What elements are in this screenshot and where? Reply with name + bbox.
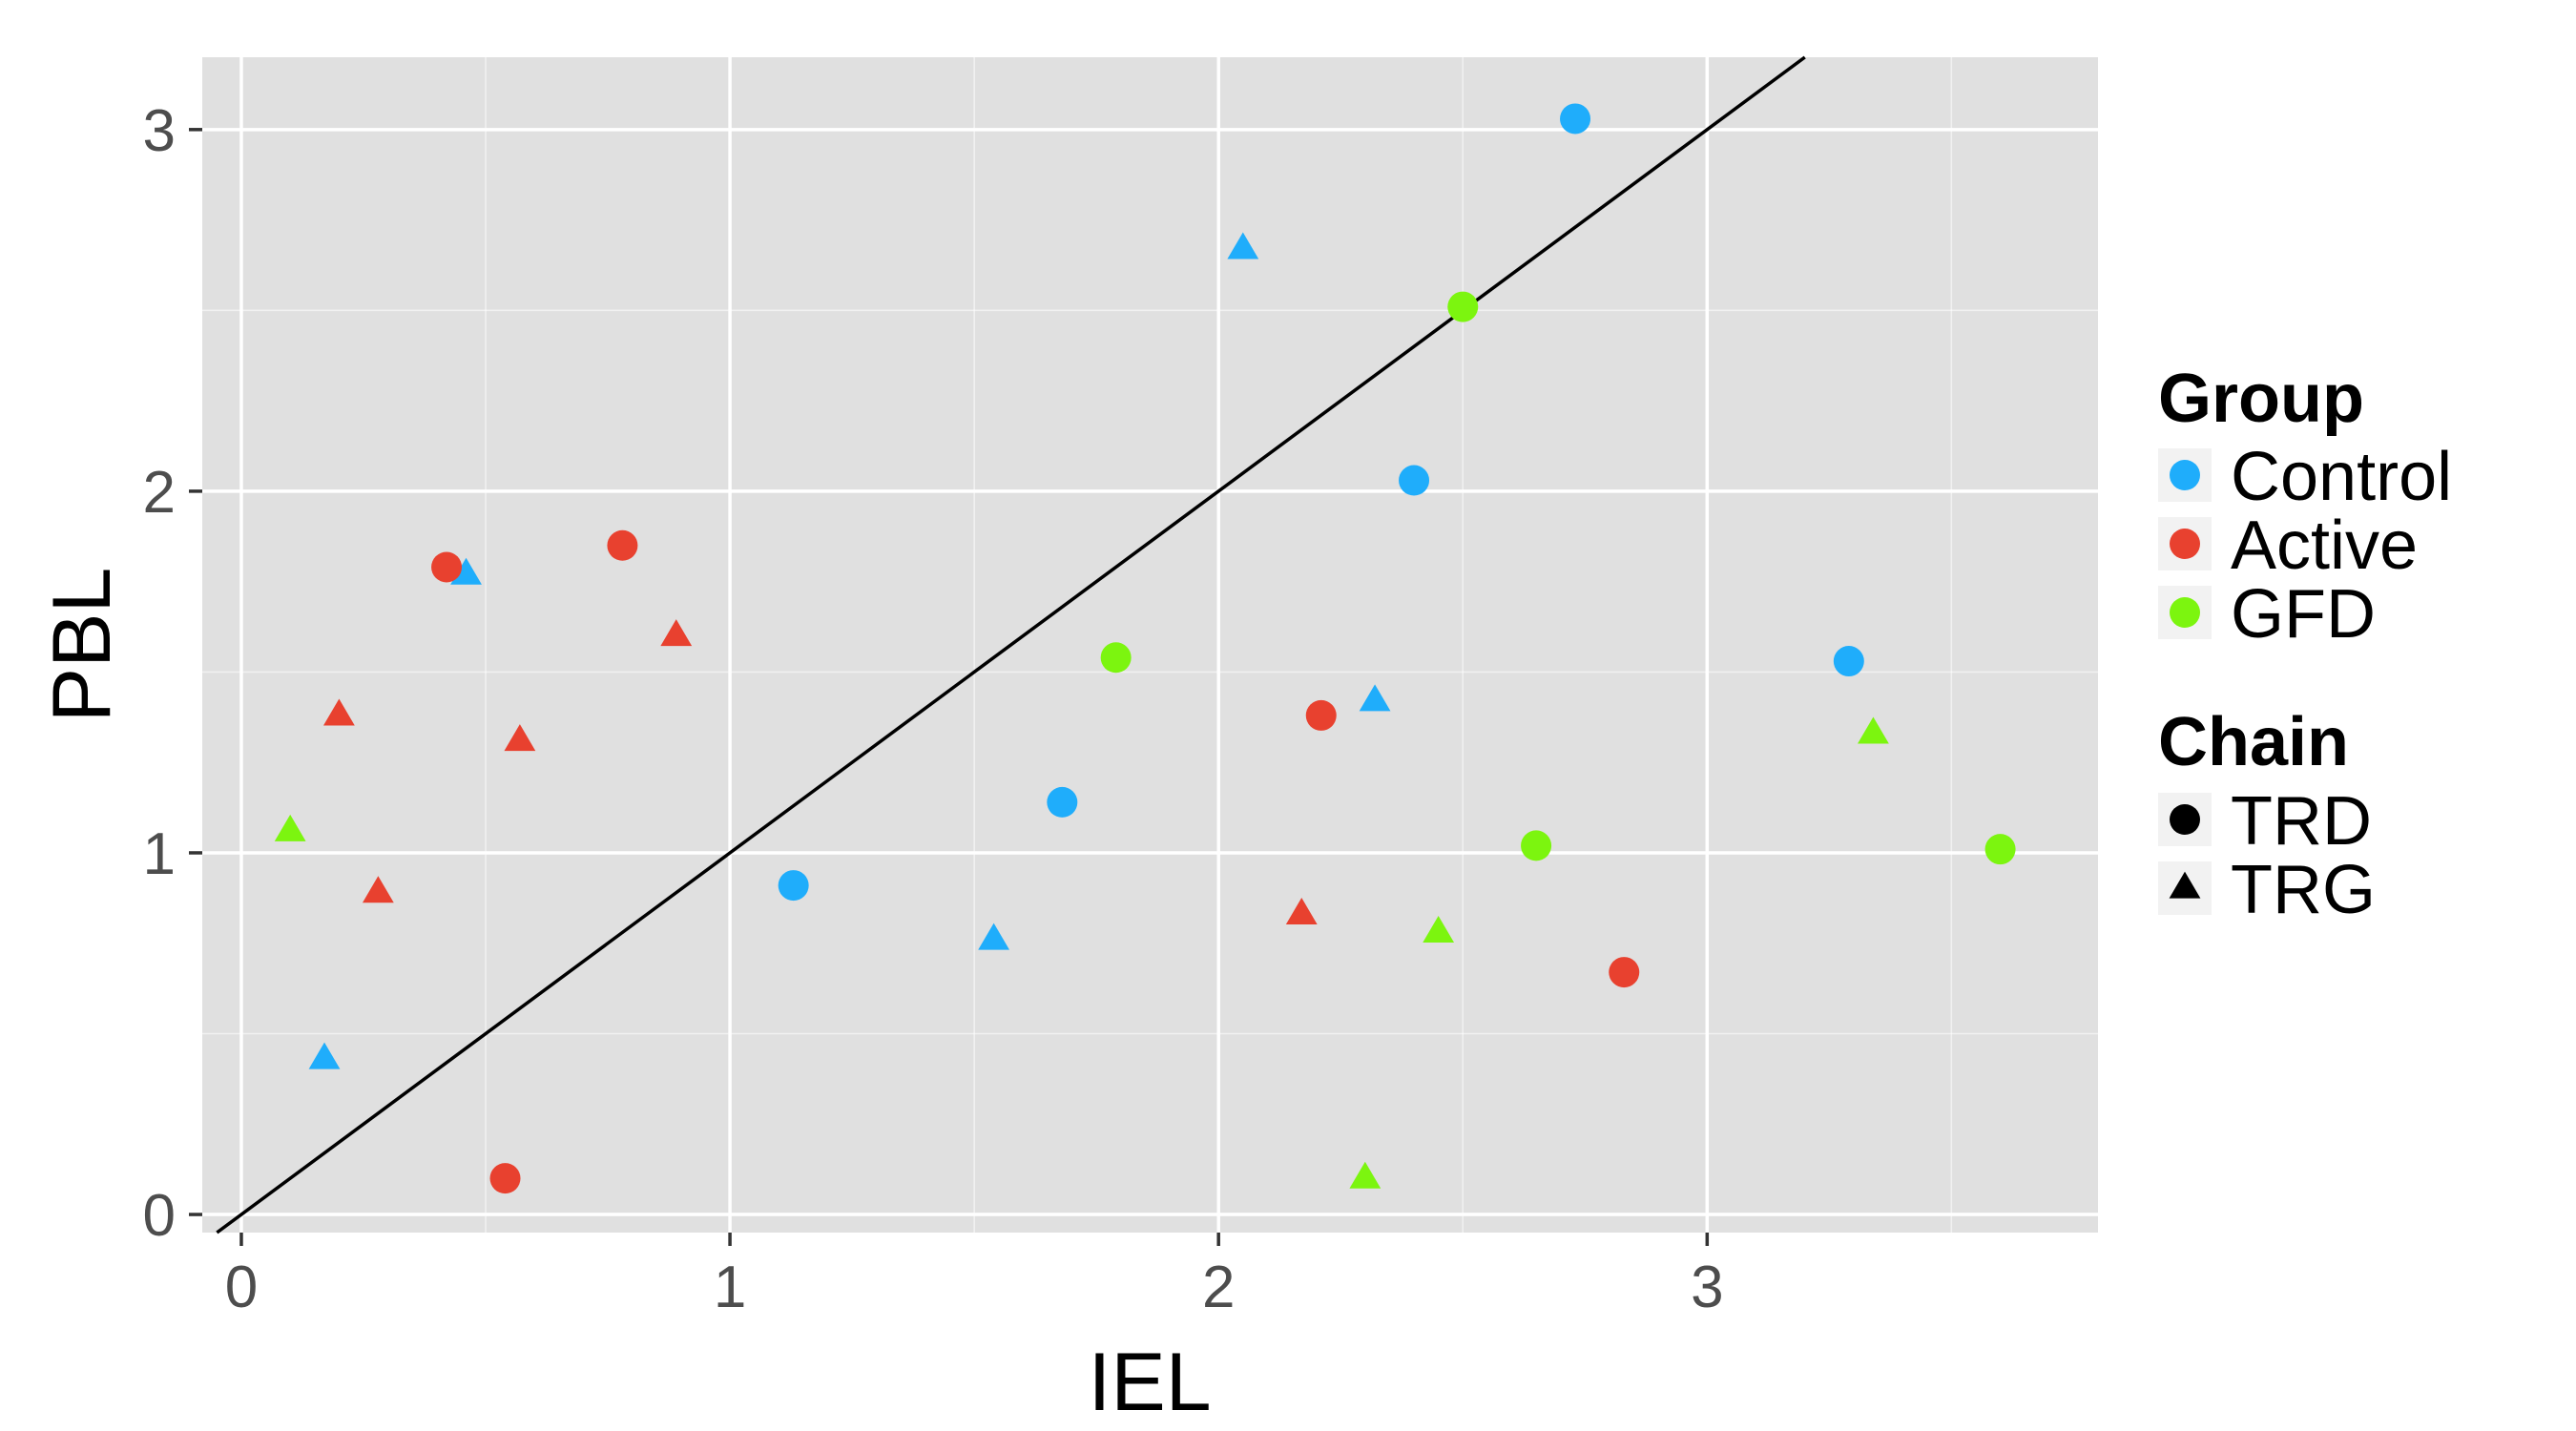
legend-label-trg: TRG — [2231, 852, 2376, 928]
data-point-control-circle — [1560, 103, 1591, 135]
plot-panel — [202, 57, 2098, 1233]
x-tick-label: 2 — [1202, 1255, 1235, 1320]
data-point-active-circle — [607, 529, 638, 561]
major-gridlines — [202, 57, 2098, 1233]
y-tick-label: 0 — [143, 1183, 176, 1249]
data-point-control-triangle — [978, 923, 1010, 950]
legend-chain-title: Chain — [2158, 704, 2349, 780]
data-point-active-triangle — [322, 698, 355, 726]
minor-gridlines — [202, 57, 2098, 1233]
legend-key-active — [2170, 529, 2200, 559]
data-point-gfd-triangle — [1349, 1161, 1381, 1189]
data-point-active-triangle — [660, 619, 693, 647]
legend-key-trd — [2170, 804, 2200, 835]
data-point-control-triangle — [1227, 232, 1259, 259]
data-point-gfd-circle — [1447, 291, 1479, 322]
legend-key-trg — [2169, 871, 2201, 899]
data-point-active-circle — [489, 1163, 521, 1194]
data-point-gfd-circle — [1521, 830, 1552, 861]
data-point-gfd-triangle — [1858, 716, 1889, 744]
data-point-active-triangle — [504, 724, 536, 752]
data-point-active-circle — [431, 551, 463, 583]
data-point-control-triangle — [308, 1042, 341, 1069]
data-point-gfd-triangle — [1423, 916, 1455, 944]
data-point-active-triangle — [1285, 898, 1318, 925]
data-point-active-circle — [1305, 699, 1337, 731]
legend-label-gfd: GFD — [2231, 576, 2376, 653]
identity-line — [216, 55, 1806, 1234]
data-point-control-triangle — [1359, 684, 1391, 712]
legend-label-active: Active — [2231, 508, 2418, 584]
y-tick-label: 2 — [143, 460, 176, 526]
x-tick-label: 1 — [714, 1255, 746, 1320]
data-points — [274, 103, 2016, 1194]
x-axis-ticks: 0 1 2 3 — [225, 1233, 1724, 1320]
legend-label-trd: TRD — [2231, 783, 2372, 860]
data-point-gfd-circle — [1984, 834, 2016, 865]
y-tick-label: 3 — [143, 98, 176, 164]
data-point-gfd-circle — [1100, 642, 1132, 674]
y-axis-title: PBL — [36, 568, 128, 723]
y-tick-label: 1 — [143, 821, 176, 887]
legend-key-control — [2170, 460, 2200, 490]
legend-key-gfd — [2170, 597, 2200, 628]
data-point-active-triangle — [362, 876, 394, 903]
x-tick-label: 0 — [225, 1255, 258, 1320]
legend-group-title: Group — [2158, 361, 2364, 437]
data-point-control-triangle — [450, 557, 482, 585]
data-point-active-circle — [1609, 957, 1640, 988]
legend-label-control: Control — [2231, 439, 2452, 515]
data-point-gfd-triangle — [274, 814, 306, 841]
x-axis-title: IEL — [1088, 1337, 1211, 1428]
data-point-control-circle — [1047, 786, 1078, 818]
x-tick-label: 3 — [1691, 1255, 1723, 1320]
data-point-control-circle — [1399, 465, 1430, 496]
data-point-control-circle — [778, 870, 809, 902]
y-axis-ticks: 0 1 2 3 — [143, 98, 202, 1249]
data-point-control-circle — [1833, 646, 1864, 677]
